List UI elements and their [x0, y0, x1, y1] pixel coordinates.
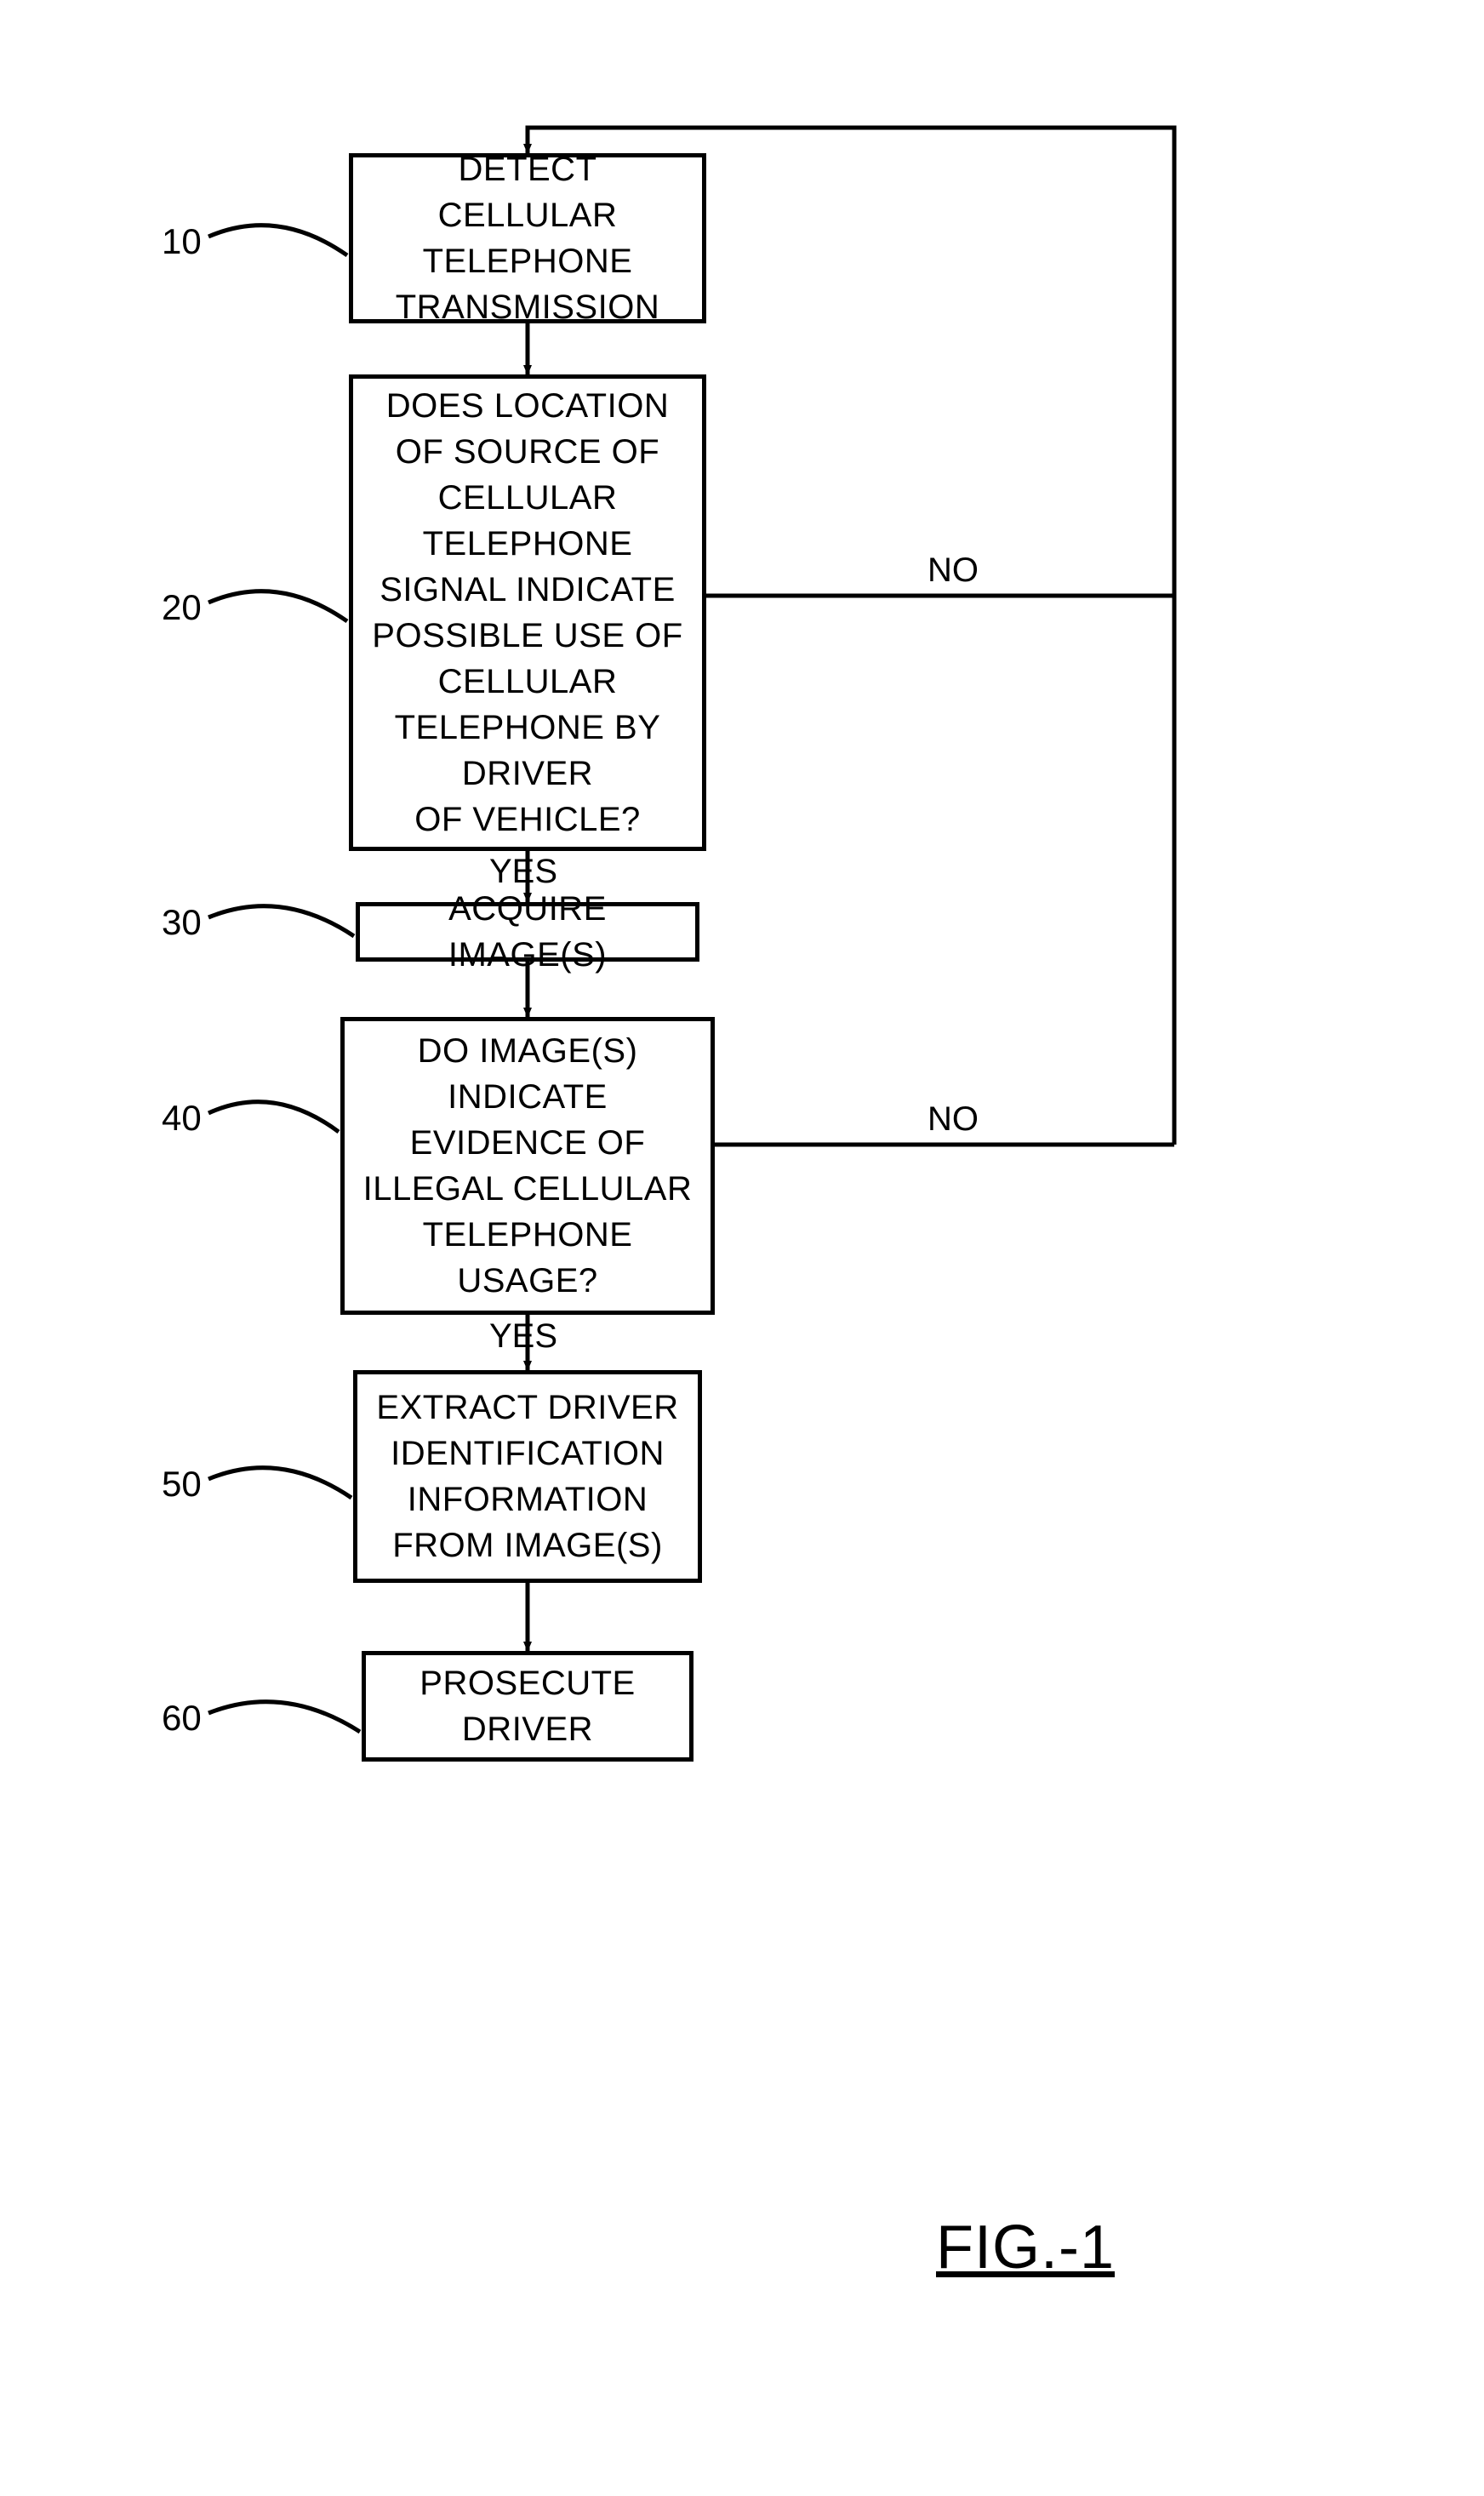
connectors: [102, 119, 1378, 1906]
flowchart-container: 10 DETECT CELLULARTELEPHONETRANSMISSION …: [102, 119, 1378, 2332]
figure-label: FIG.-1: [936, 2213, 1115, 2282]
